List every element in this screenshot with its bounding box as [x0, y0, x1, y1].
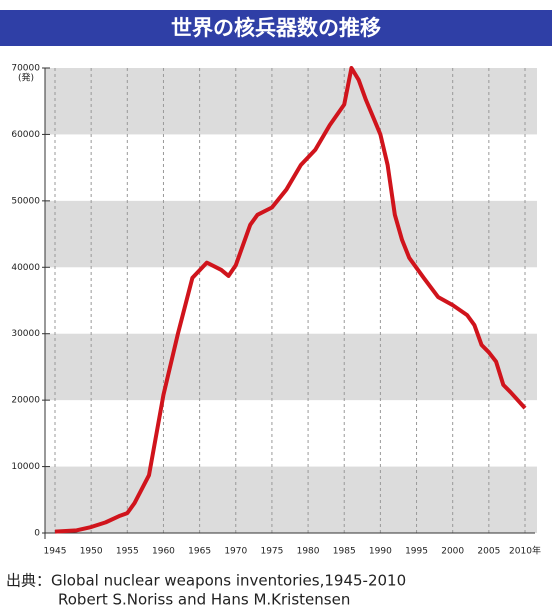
- grid-band: [45, 466, 537, 533]
- x-tick-label: 1985: [333, 547, 356, 557]
- y-tick-label: 20000: [11, 396, 40, 406]
- x-tick-label: 1990: [369, 547, 392, 557]
- grid-band: [45, 68, 537, 135]
- x-tick-label: 2010年: [509, 545, 541, 557]
- x-tick-label: 2005: [477, 547, 500, 557]
- grid-band: [45, 333, 537, 401]
- x-tick-label: 1975: [260, 547, 283, 557]
- chart-title: 世界の核兵器数の推移: [171, 16, 381, 40]
- y-tick-label: 60000: [11, 130, 40, 140]
- y-tick-label: 0: [34, 529, 40, 539]
- title-bar: [0, 10, 552, 46]
- x-tick-label: 2000: [441, 547, 464, 557]
- x-tick-label: 1960: [152, 547, 175, 557]
- y-tick-label: 10000: [11, 462, 40, 472]
- x-tick-label: 1950: [80, 547, 103, 557]
- grid-band: [45, 200, 537, 268]
- x-tick-label: 1945: [44, 547, 67, 557]
- y-tick-label: 40000: [11, 263, 40, 273]
- x-tick-label: 1955: [116, 547, 139, 557]
- x-tick-label: 1995: [405, 547, 428, 557]
- y-tick-label: 50000: [11, 196, 40, 206]
- y-unit: (発): [18, 72, 34, 84]
- x-tick-label: 1970: [224, 547, 247, 557]
- x-tick-label: 1965: [188, 547, 211, 557]
- data-line: [54, 66, 527, 534]
- source-line: 出典：Global nuclear weapons inventories,19…: [6, 572, 406, 590]
- source-line: Robert S.Noriss and Hans M.Kristensen: [58, 591, 350, 609]
- y-tick-label: 70000: [11, 64, 40, 74]
- x-tick-label: 1980: [297, 547, 320, 557]
- y-tick-label: 30000: [11, 329, 40, 339]
